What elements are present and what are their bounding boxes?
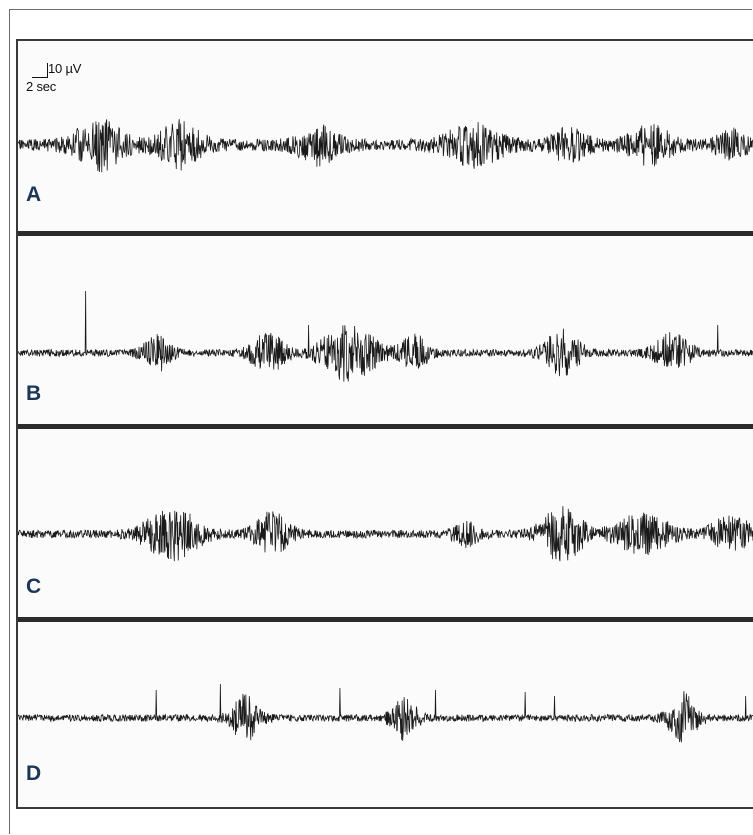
panel-divider	[18, 617, 753, 622]
scale-bar-vertical	[47, 63, 49, 78]
panel-label-c: C	[26, 575, 42, 598]
panel-c: C	[18, 429, 753, 617]
emg-trace-c	[18, 506, 753, 562]
emg-signal-path	[18, 119, 753, 173]
scale-bar-time-label: 2 sec	[26, 79, 57, 94]
panel-a: A	[18, 41, 753, 231]
scale-bar: 10 µV 2 sec	[26, 59, 96, 104]
emg-trace-a	[18, 119, 753, 173]
emg-signal-path	[18, 506, 753, 562]
emg-signal-path	[18, 683, 753, 743]
scale-bar-horizontal	[32, 77, 48, 79]
panel-divider	[18, 424, 753, 429]
panel-d: D	[18, 622, 753, 807]
emg-figure: 10 µV 2 sec A B C D	[16, 39, 753, 809]
figure-frame	[9, 9, 752, 834]
panel-divider	[18, 231, 753, 236]
panel-label-b: B	[26, 382, 42, 405]
scale-bar-voltage-label: 10 µV	[48, 61, 82, 76]
emg-trace-b	[18, 290, 753, 382]
panel-b: B	[18, 236, 753, 424]
panel-label-a: A	[26, 183, 42, 206]
emg-signal-path	[18, 290, 753, 382]
panel-label-d: D	[26, 762, 42, 785]
emg-trace-d	[18, 683, 753, 743]
